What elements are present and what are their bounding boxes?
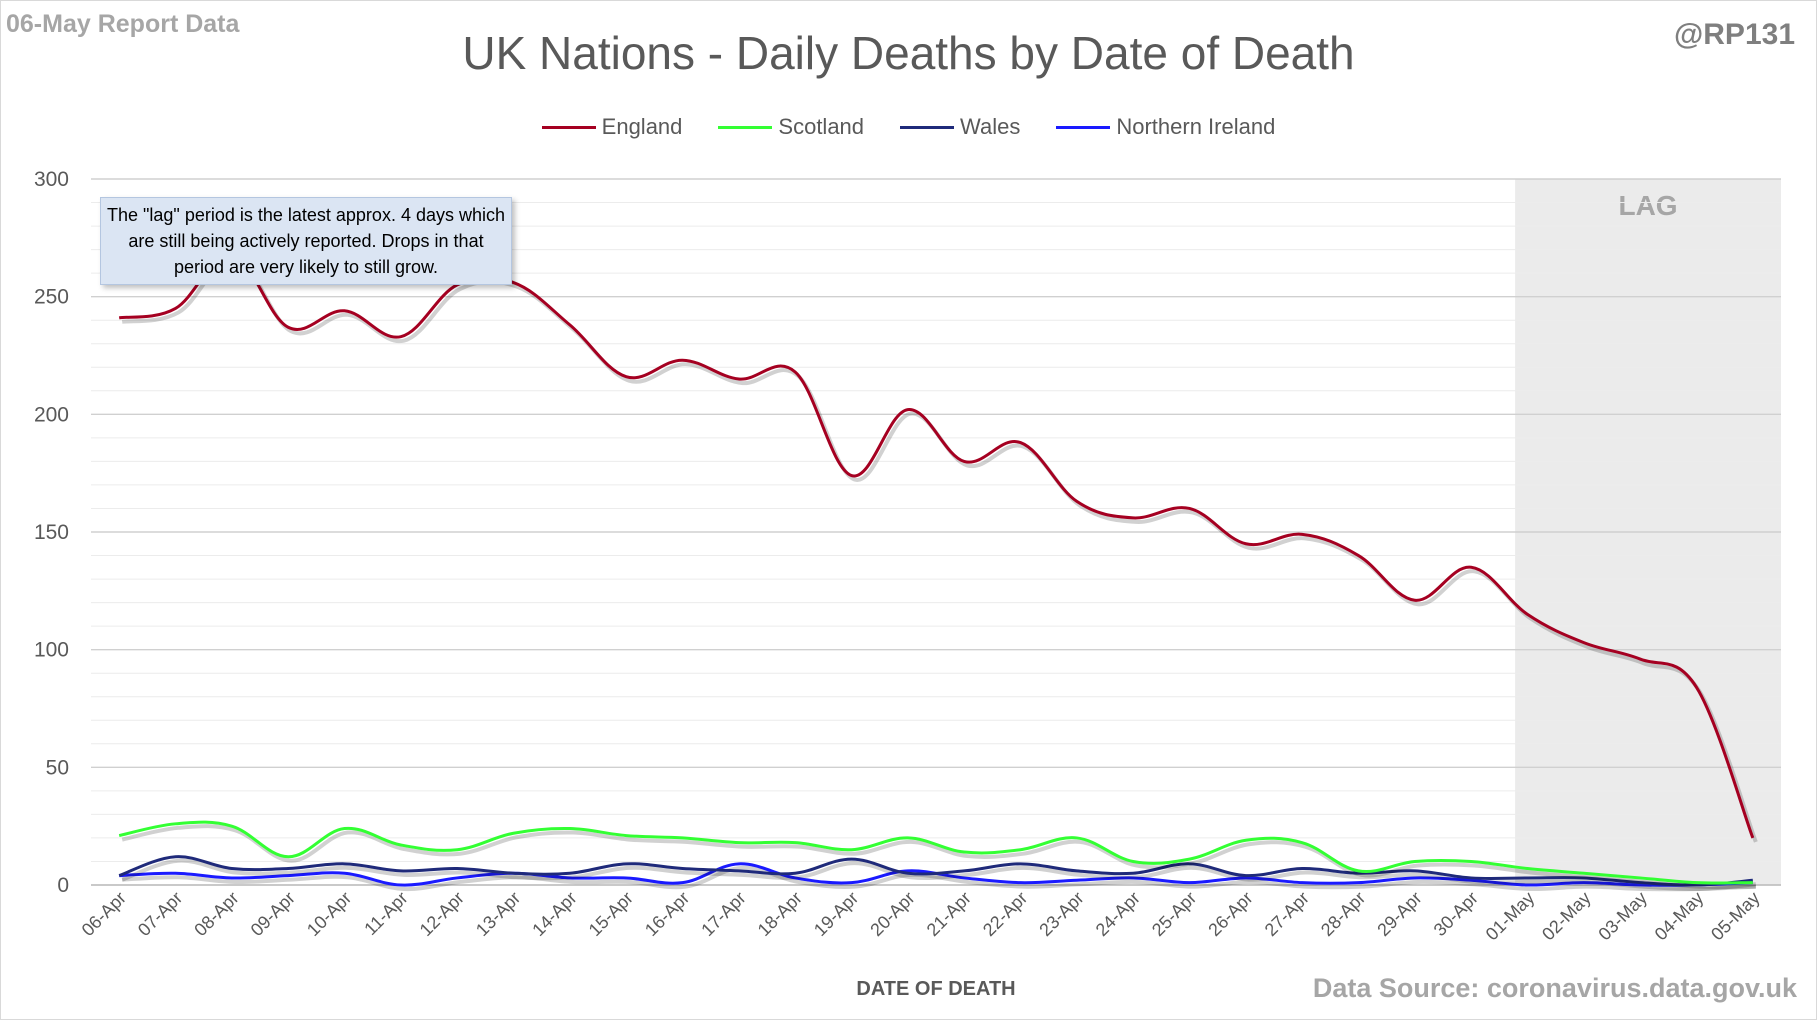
x-tick-label: 21-Apr — [923, 888, 975, 940]
y-tick-label: 250 — [34, 286, 69, 309]
legend-label: Northern Ireland — [1116, 114, 1276, 139]
series-line-wales — [118, 855, 1753, 887]
y-tick-label: 200 — [34, 403, 69, 426]
x-tick-label: 01-May — [1482, 888, 1539, 945]
series-shadow-scotland — [121, 824, 1756, 890]
x-tick-label: 16-Apr — [641, 888, 693, 940]
x-tick-label: 19-Apr — [810, 888, 862, 940]
x-tick-label: 03-May — [1594, 888, 1651, 945]
y-tick-label: 0 — [57, 874, 69, 897]
x-axis-title: DATE OF DEATH — [856, 978, 1015, 1000]
x-tick-label: 13-Apr — [472, 888, 524, 940]
y-tick-label: 300 — [34, 168, 69, 191]
legend-swatch — [900, 125, 955, 129]
x-tick-label: 15-Apr — [585, 888, 637, 940]
x-tick-label: 11-Apr — [360, 888, 411, 939]
x-tick-label: 02-May — [1538, 888, 1595, 945]
x-tick-label: 29-Apr — [1373, 888, 1425, 940]
x-tick-label: 08-Apr — [190, 888, 242, 940]
y-tick-label: 50 — [46, 756, 69, 779]
x-tick-label: 27-Apr — [1261, 888, 1313, 940]
x-tick-label: 10-Apr — [303, 888, 355, 940]
x-tick-label: 18-Apr — [754, 888, 806, 940]
x-tick-label: 17-Apr — [697, 888, 749, 940]
x-tick-label: 22-Apr — [979, 888, 1031, 940]
x-tick-label: 30-Apr — [1430, 888, 1482, 940]
x-tick-label: 26-Apr — [1204, 888, 1256, 940]
data-source-label: Data Source: coronavirus.data.gov.uk — [1312, 973, 1797, 1003]
series-shadow-england — [121, 256, 1758, 843]
x-tick-label: 04-May — [1651, 888, 1708, 945]
legend-item-northern-ireland: Northern Ireland — [1056, 114, 1275, 140]
x-tick-label: 24-Apr — [1092, 888, 1144, 940]
legend-item-wales: Wales — [900, 114, 1020, 140]
legend-item-scotland: Scotland — [718, 114, 864, 140]
report-date-label: 06-May Report Data — [6, 10, 240, 38]
author-handle: @RP131 — [1674, 18, 1795, 51]
lag-note-callout: The "lag" period is the latest approx. 4… — [100, 197, 512, 285]
x-tick-label: 14-Apr — [528, 888, 580, 940]
x-tick-label: 28-Apr — [1317, 888, 1369, 940]
x-tick-label: 09-Apr — [247, 888, 299, 940]
y-tick-label: 100 — [34, 639, 69, 662]
legend-item-england: England — [541, 114, 683, 140]
legend-label: Scotland — [778, 114, 865, 139]
legend-label: Wales — [960, 114, 1021, 139]
legend-swatch — [1056, 125, 1111, 129]
series-shadow-wales — [121, 858, 1756, 892]
legend-label: England — [601, 114, 683, 139]
series-shadow-northern-ireland — [122, 865, 1756, 892]
x-tick-label: 07-Apr — [134, 888, 186, 940]
x-tick-label: 23-Apr — [1035, 888, 1087, 940]
y-tick-label: 150 — [34, 521, 69, 544]
x-tick-label: 12-Apr — [416, 888, 468, 940]
series-line-scotland — [118, 820, 1753, 885]
chart-legend: England Scotland Wales Northern Ireland — [0, 114, 1817, 140]
x-tick-label: 25-Apr — [1148, 888, 1200, 940]
series-line-england — [118, 252, 1755, 839]
x-tick-label: 06-Apr — [78, 888, 130, 940]
x-tick-label: 20-Apr — [866, 888, 918, 940]
x-tick-label: 05-May — [1707, 888, 1764, 945]
lag-label: LAG — [1618, 190, 1677, 221]
legend-swatch — [718, 125, 773, 129]
chart-title: UK Nations - Daily Deaths by Date of Dea… — [462, 27, 1355, 79]
legend-swatch — [541, 125, 596, 129]
